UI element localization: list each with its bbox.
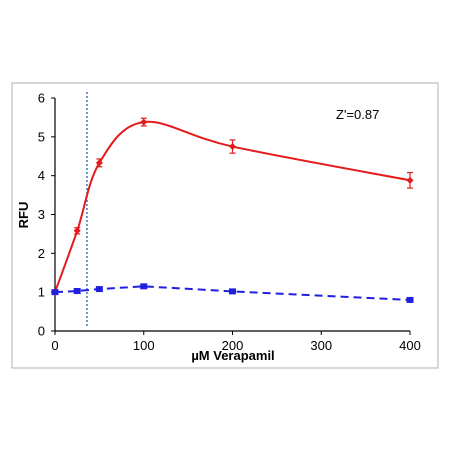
- x-tick-label: 0: [51, 338, 58, 353]
- y-tick-label: 3: [38, 207, 45, 222]
- y-tick-label: 5: [38, 129, 45, 144]
- data-point: [406, 176, 414, 184]
- y-tick-label: 6: [38, 91, 45, 106]
- data-point: [95, 159, 103, 167]
- x-tick-label: 400: [399, 338, 421, 353]
- z-prime-annotation: Z'=0.87: [336, 107, 379, 122]
- y-tick-label: 2: [38, 246, 45, 261]
- data-point: [406, 296, 414, 303]
- x-tick-label: 100: [133, 338, 155, 353]
- data-point: [73, 227, 81, 235]
- data-point: [140, 283, 148, 290]
- y-tick-label: 0: [38, 324, 45, 339]
- data-point: [229, 288, 236, 295]
- x-axis-label: µM Verapamil: [191, 348, 274, 363]
- x-tick-label: 300: [310, 338, 332, 353]
- y-tick-label: 4: [38, 168, 45, 183]
- data-point: [51, 289, 59, 296]
- plot-frame: [11, 82, 439, 369]
- axes: 0 100 200 300 400 0 1 2 3 4 5 6: [38, 91, 421, 354]
- y-tick-label: 1: [38, 285, 45, 300]
- data-point: [140, 118, 148, 126]
- series-layer: [51, 117, 414, 303]
- y-axis-label: RFU: [16, 202, 31, 229]
- data-point: [95, 286, 103, 293]
- data-point: [229, 143, 236, 151]
- series-line: [54, 285, 411, 301]
- x-tick-label: 200: [222, 338, 244, 353]
- series-2: [51, 283, 414, 303]
- data-point: [73, 288, 81, 295]
